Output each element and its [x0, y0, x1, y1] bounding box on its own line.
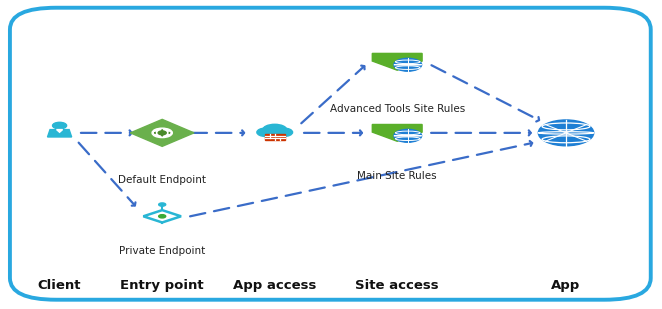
Text: Site access: Site access — [355, 279, 439, 292]
Text: Default Endpoint: Default Endpoint — [118, 175, 206, 184]
Circle shape — [152, 128, 172, 138]
Circle shape — [158, 131, 166, 135]
Polygon shape — [48, 129, 71, 137]
Polygon shape — [130, 119, 194, 146]
Circle shape — [257, 128, 275, 137]
Text: Main Site Rules: Main Site Rules — [357, 171, 437, 181]
Polygon shape — [56, 129, 63, 132]
Circle shape — [275, 128, 293, 137]
Text: App: App — [551, 279, 581, 292]
Text: Entry point: Entry point — [120, 279, 204, 292]
Circle shape — [52, 122, 67, 129]
Polygon shape — [372, 53, 422, 70]
Text: Advanced Tools Site Rules: Advanced Tools Site Rules — [330, 104, 465, 113]
Text: Private Endpoint: Private Endpoint — [119, 246, 205, 256]
Polygon shape — [143, 210, 181, 222]
Bar — [265, 134, 285, 140]
Circle shape — [263, 124, 287, 136]
Polygon shape — [372, 125, 422, 141]
Circle shape — [159, 215, 166, 218]
Circle shape — [394, 129, 422, 142]
Circle shape — [159, 203, 166, 206]
FancyBboxPatch shape — [10, 8, 651, 300]
Circle shape — [394, 58, 422, 71]
Circle shape — [538, 120, 594, 146]
Circle shape — [265, 129, 284, 138]
Text: Client: Client — [38, 279, 81, 292]
Text: App access: App access — [233, 279, 316, 292]
